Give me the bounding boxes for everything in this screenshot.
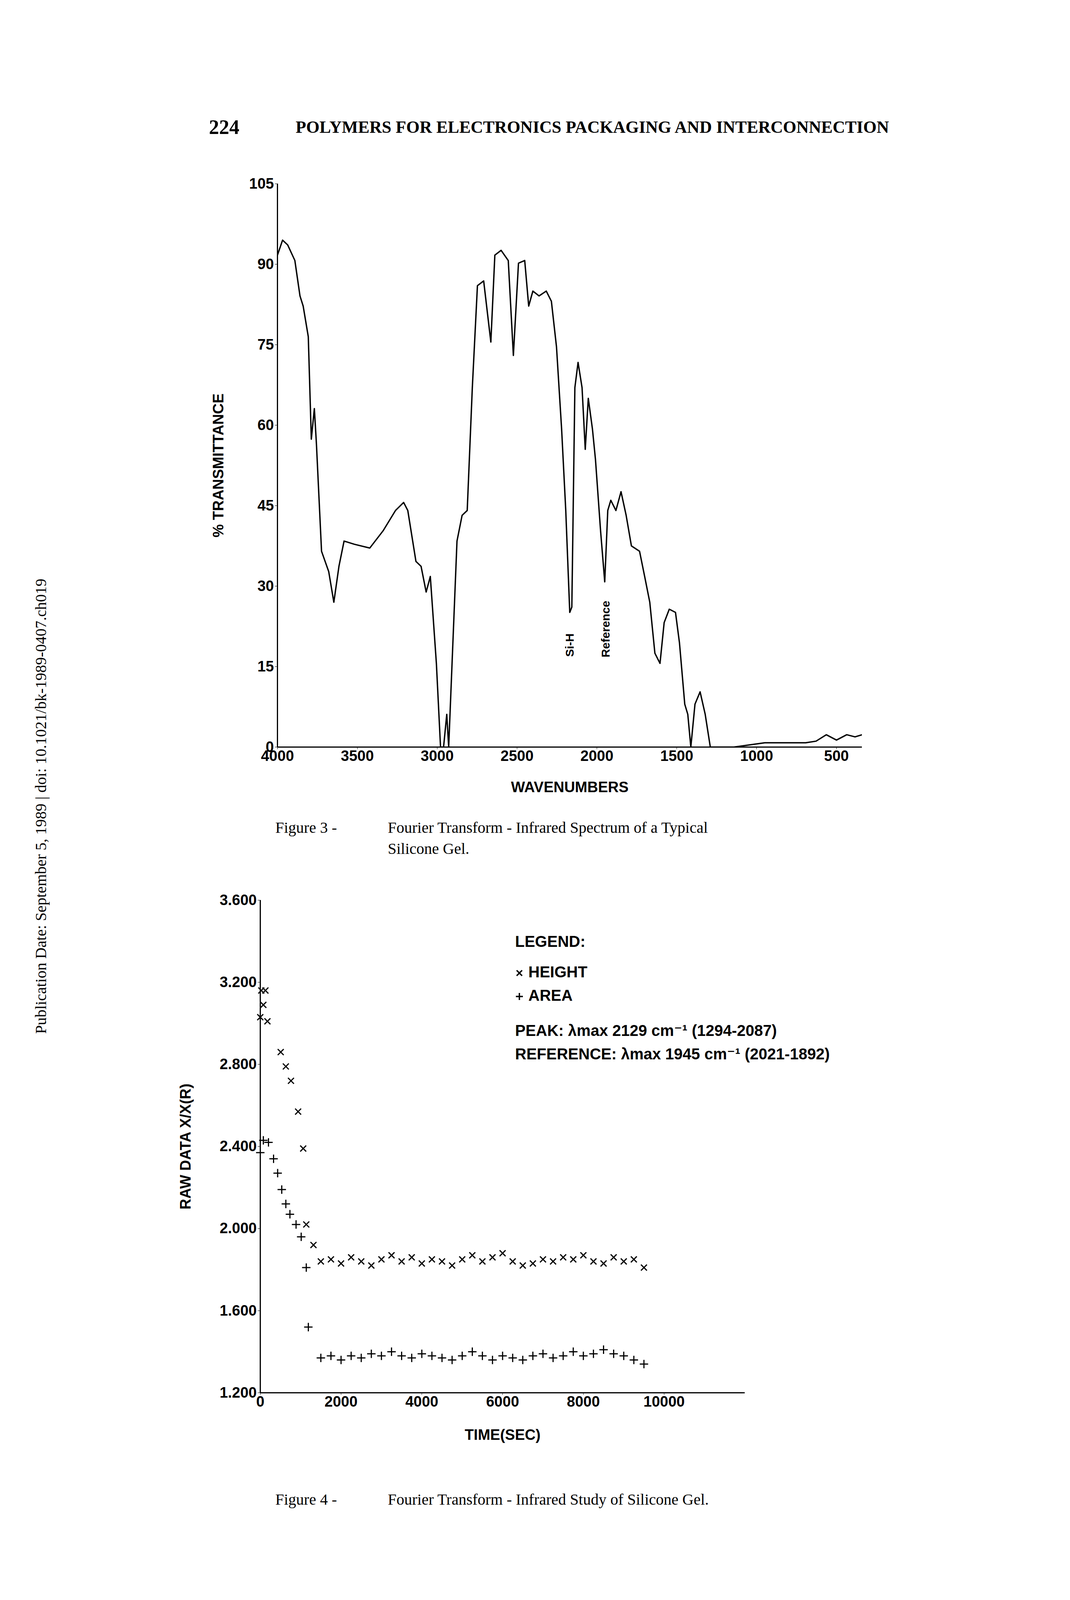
html-text:AREA: AREA	[528, 986, 573, 1004]
svg-text:% TRANSMITTANCE: % TRANSMITTANCE	[210, 393, 227, 538]
svg-text:3.200: 3.200	[219, 973, 257, 990]
svg-text:1.600: 1.600	[219, 1301, 257, 1318]
svg-text:0: 0	[256, 1392, 265, 1410]
svg-text:3500: 3500	[340, 747, 375, 764]
html-text:Figure 3 -: Figure 3 -	[275, 818, 337, 837]
svg-text:4000: 4000	[405, 1392, 439, 1410]
svg-text:2.400: 2.400	[219, 1137, 257, 1154]
svg-text:2000: 2000	[324, 1392, 358, 1410]
svg-text:15: 15	[257, 658, 274, 675]
svg-text:60: 60	[257, 416, 274, 434]
svg-text:WAVENUMBERS: WAVENUMBERS	[510, 778, 629, 796]
svg-text:2500: 2500	[500, 747, 534, 764]
svg-text:10000: 10000	[643, 1392, 685, 1410]
html-text:Figure 4 -: Figure 4 -	[275, 1490, 337, 1508]
html-text:LEGEND:: LEGEND:	[515, 932, 586, 950]
svg-text:0: 0	[265, 738, 274, 755]
svg-text:105: 105	[249, 175, 274, 192]
html-text:POLYMERS FOR ELECTRONICS PACKA: POLYMERS FOR ELECTRONICS PACKAGING AND I…	[295, 117, 889, 137]
html-text:224: 224	[208, 115, 240, 139]
svg-text:30: 30	[257, 577, 274, 594]
svg-text:1000: 1000	[740, 747, 774, 764]
html-text:Fourier Transform - Infrared S: Fourier Transform - Infrared Spectrum of…	[387, 818, 708, 837]
svg-text:4000: 4000	[260, 747, 295, 764]
svg-text:6000: 6000	[486, 1392, 520, 1410]
html-text:PEAK: λmax 2129 cm⁻¹ (1294-208: PEAK: λmax 2129 cm⁻¹ (1294-2087)	[515, 1021, 777, 1039]
svg-text:500: 500	[823, 747, 849, 764]
svg-text:3000: 3000	[420, 747, 454, 764]
html-text:HEIGHT: HEIGHT	[528, 963, 588, 981]
svg-text:90: 90	[257, 255, 274, 273]
html-text:REFERENCE: λmax 1945 cm⁻¹ (202: REFERENCE: λmax 1945 cm⁻¹ (2021-1892)	[515, 1045, 830, 1063]
html-text:Fourier Transform - Infrared S: Fourier Transform - Infrared Study of Si…	[387, 1490, 709, 1508]
svg-text:75: 75	[257, 336, 274, 353]
html-text:Publication Date: September 5,: Publication Date: September 5, 1989 | do…	[31, 578, 50, 1034]
svg-text:Si-H: Si-H	[563, 633, 577, 657]
svg-text:Reference: Reference	[599, 600, 612, 658]
svg-text:1.200: 1.200	[219, 1383, 257, 1401]
svg-text:1500: 1500	[660, 747, 694, 764]
svg-text:2.000: 2.000	[219, 1219, 257, 1236]
svg-text:TIME(SEC): TIME(SEC)	[464, 1426, 541, 1443]
html-text:Silicone Gel.: Silicone Gel.	[387, 839, 470, 858]
svg-text:2.800: 2.800	[219, 1055, 257, 1072]
svg-text:RAW DATA X/X(R): RAW DATA X/X(R)	[177, 1083, 194, 1210]
svg-text:3.600: 3.600	[219, 891, 257, 908]
svg-text:2000: 2000	[580, 747, 614, 764]
svg-text:45: 45	[257, 497, 274, 514]
svg-text:8000: 8000	[567, 1392, 601, 1410]
